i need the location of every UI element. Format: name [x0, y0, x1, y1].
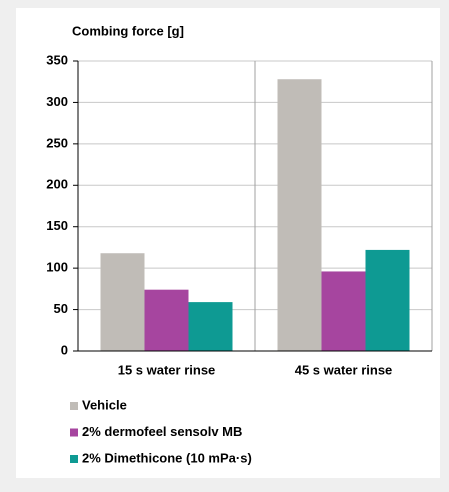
y-tick-label: 0: [61, 342, 68, 357]
bar: [144, 289, 189, 351]
y-tick-label: 50: [54, 301, 68, 316]
y-tick-label: 350: [46, 52, 68, 67]
legend-swatch: [70, 455, 78, 463]
x-tick-label: 15 s water rinse: [118, 362, 216, 377]
y-tick-label: 300: [46, 94, 68, 109]
x-tick-label: 45 s water rinse: [295, 362, 393, 377]
bar: [100, 253, 145, 351]
legend-label: Vehicle: [82, 397, 127, 412]
bar: [365, 249, 410, 351]
chart-title: Combing force [g]: [72, 23, 184, 38]
y-tick-label: 250: [46, 135, 68, 150]
y-tick-label: 150: [46, 218, 68, 233]
y-tick-label: 100: [46, 260, 68, 275]
legend-label: 2% dermofeel sensolv MB: [82, 424, 242, 439]
panel: [16, 8, 440, 478]
legend-swatch: [70, 402, 78, 410]
legend-swatch: [70, 428, 78, 437]
legend-label: 2% Dimethicone (10 mPa·s): [82, 450, 252, 465]
bar: [277, 79, 322, 351]
y-tick-label: 200: [46, 177, 68, 192]
bar: [188, 302, 233, 351]
bar: [321, 271, 366, 351]
